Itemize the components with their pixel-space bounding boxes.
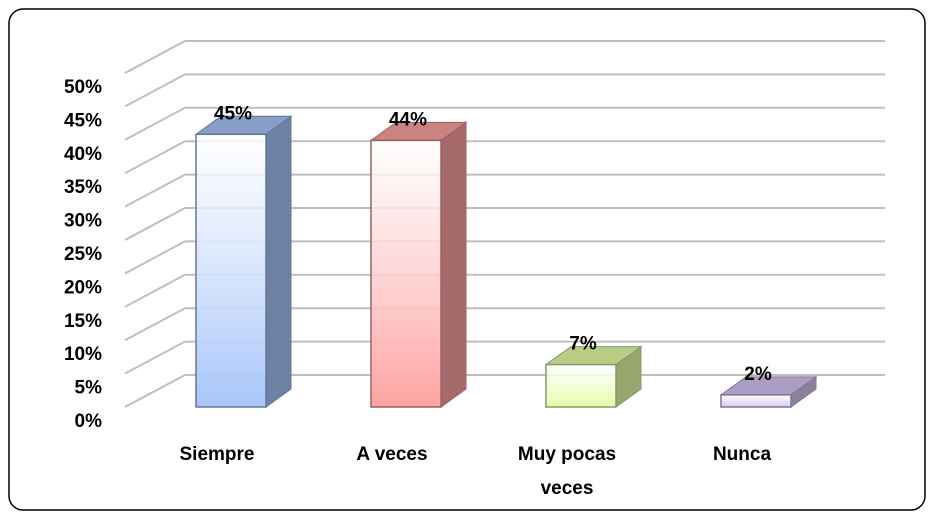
grid-diagonal bbox=[124, 207, 186, 241]
bar-side bbox=[265, 115, 292, 408]
bar bbox=[545, 363, 617, 408]
grid-diagonal bbox=[124, 73, 186, 108]
grid-diagonal bbox=[124, 173, 186, 208]
y-tick-label: 0% bbox=[75, 411, 103, 432]
bar bbox=[370, 139, 442, 408]
y-tick-label: 20% bbox=[64, 277, 102, 298]
bar-side bbox=[440, 121, 467, 408]
y-tick-label: 50% bbox=[64, 77, 102, 98]
grid-diagonal bbox=[124, 40, 186, 74]
y-tick-label: 5% bbox=[75, 378, 103, 399]
y-tick-label: 40% bbox=[64, 144, 102, 165]
bar bbox=[720, 394, 792, 408]
x-tick-label: A veces bbox=[356, 444, 428, 465]
value-label: 2% bbox=[744, 364, 772, 385]
bar bbox=[195, 133, 267, 408]
grid-diagonal bbox=[124, 106, 186, 141]
y-tick-label: 10% bbox=[64, 344, 102, 365]
grid-diagonal bbox=[124, 273, 186, 308]
value-label: 7% bbox=[569, 334, 597, 355]
y-tick-label: 15% bbox=[64, 311, 102, 332]
x-tick-label: Nunca bbox=[712, 444, 772, 465]
y-tick-label: 30% bbox=[64, 211, 102, 232]
value-label: 44% bbox=[389, 109, 427, 130]
x-tick-label: Muy pocas veces bbox=[517, 444, 617, 499]
grid-diagonal bbox=[124, 140, 186, 175]
grid-diagonal bbox=[124, 374, 186, 408]
x-tick-label: Siempre bbox=[179, 444, 255, 465]
y-tick-label: 45% bbox=[64, 110, 102, 131]
chart-frame bbox=[8, 8, 926, 511]
y-tick-label: 25% bbox=[64, 244, 102, 265]
y-tick-label: 35% bbox=[64, 177, 102, 198]
grid-diagonal bbox=[124, 340, 186, 375]
grid-diagonal bbox=[124, 307, 186, 342]
value-label: 45% bbox=[214, 103, 252, 124]
grid-diagonal bbox=[124, 240, 186, 275]
